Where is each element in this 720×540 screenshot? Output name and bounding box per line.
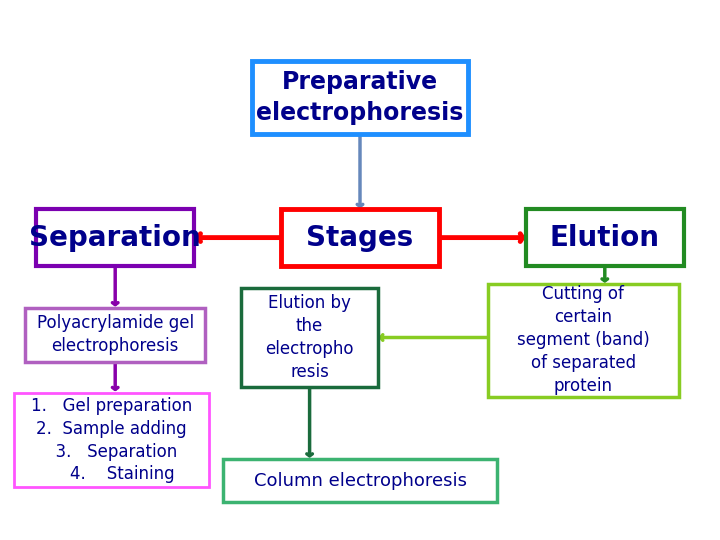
Text: Preparative
electrophoresis: Preparative electrophoresis	[256, 70, 464, 125]
FancyBboxPatch shape	[36, 209, 194, 266]
FancyBboxPatch shape	[488, 284, 679, 397]
FancyBboxPatch shape	[252, 60, 468, 134]
Text: Stages: Stages	[307, 224, 413, 252]
Text: 1.   Gel preparation
2.  Sample adding
  3.   Separation
    4.    Staining: 1. Gel preparation 2. Sample adding 3. S…	[31, 397, 192, 483]
FancyBboxPatch shape	[25, 308, 205, 362]
Text: Elution by
the
electropho
resis: Elution by the electropho resis	[266, 294, 354, 381]
Text: Column electrophoresis: Column electrophoresis	[253, 471, 467, 490]
FancyBboxPatch shape	[14, 393, 209, 487]
FancyBboxPatch shape	[241, 287, 378, 388]
FancyBboxPatch shape	[526, 209, 684, 266]
Text: Cutting of
certain
segment (band)
of separated
protein: Cutting of certain segment (band) of sep…	[517, 286, 649, 395]
Text: Separation: Separation	[30, 224, 201, 252]
Text: Polyacrylamide gel
electrophoresis: Polyacrylamide gel electrophoresis	[37, 314, 194, 355]
Text: Elution: Elution	[550, 224, 660, 252]
FancyBboxPatch shape	[223, 459, 497, 502]
FancyBboxPatch shape	[281, 209, 439, 266]
